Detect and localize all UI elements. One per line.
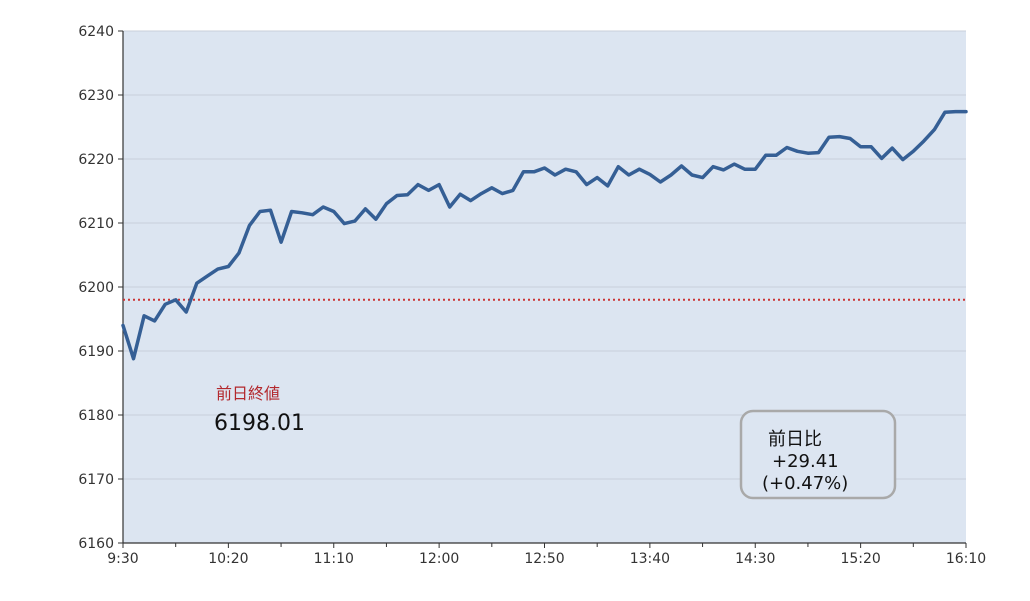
x-tick-label: 12:00 <box>419 551 459 567</box>
change-box: 前日比 +29.41 (+0.47%) <box>739 409 897 500</box>
x-tick-label: 15:20 <box>840 551 880 567</box>
x-tick-label: 9:30 <box>107 551 138 567</box>
x-tick-labels: 9:30 10:20 11:10 12:00 12:50 13:40 14:30 15:20 1… <box>107 543 986 567</box>
series-layer <box>121 109 968 361</box>
y-tick-label: 6230 <box>78 88 114 104</box>
y-tick-label: 6190 <box>78 344 114 360</box>
series-line <box>121 109 968 361</box>
change-box-percent: (+0.47%) <box>762 473 848 494</box>
previous-close-label: 前日終値 <box>216 384 280 403</box>
y-tick-label: 6160 <box>78 536 114 552</box>
x-tick-label: 12:50 <box>524 551 564 567</box>
y-tick-label: 6210 <box>78 216 114 232</box>
y-tick-label: 6200 <box>78 280 114 296</box>
x-tick-label: 10:20 <box>208 551 248 567</box>
y-tick-labels: 6160 6170 6180 6190 6200 6210 6220 6230 6240 <box>78 24 123 552</box>
change-box-change: +29.41 <box>772 451 839 472</box>
change-box-frame <box>739 409 897 500</box>
x-tick-label: 11:10 <box>314 551 354 567</box>
y-tick-label: 6240 <box>78 24 114 40</box>
y-tick-label: 6180 <box>78 408 114 424</box>
x-tick-label: 16:10 <box>946 551 986 567</box>
gridlines <box>123 30 966 480</box>
change-box-label: 前日比 <box>768 429 822 450</box>
y-tick-label: 6170 <box>78 472 114 488</box>
y-tick-label: 6220 <box>78 152 114 168</box>
x-tick-label: 14:30 <box>735 551 775 567</box>
previous-close-value: 6198.01 <box>214 411 305 436</box>
x-tick-label: 13:40 <box>630 551 670 567</box>
